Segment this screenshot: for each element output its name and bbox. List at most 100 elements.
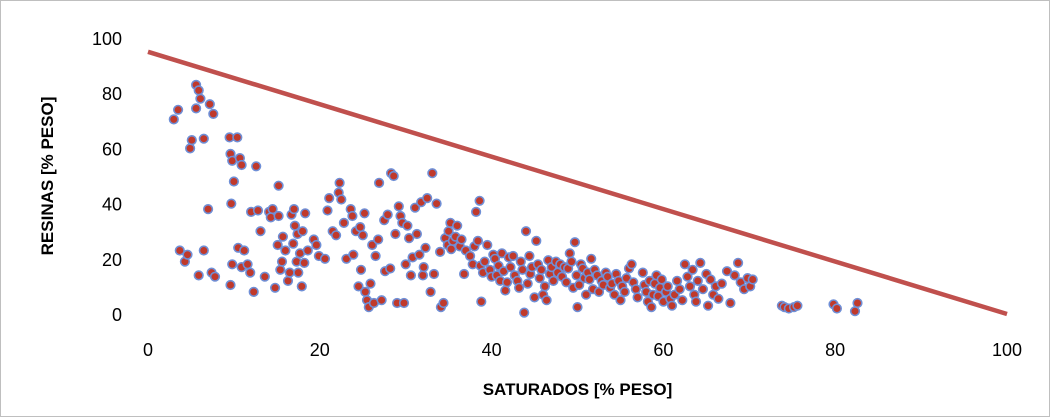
scatter-point [431,198,442,209]
scatter-point [692,275,703,287]
scatter-point [572,302,583,313]
scatter-point [225,279,236,291]
scatter-point [232,132,243,143]
scatter-point [609,289,620,300]
scatter-point [259,271,270,282]
y-tick-label: 20 [102,250,122,270]
y-tick-label: 60 [102,139,122,159]
scatter-point [531,235,542,246]
scatter-point [632,292,643,303]
scatter-point [373,234,384,245]
scatter-point [420,242,431,253]
scatter-point [539,281,551,292]
scatter-point [239,245,250,256]
scatter-point [713,293,724,304]
scatter-point [566,256,577,267]
x-tick-label: 80 [825,340,845,360]
scatter-point [682,271,693,282]
scatter-point [656,274,667,285]
scatter-point [227,259,238,270]
scatter-point [471,206,482,217]
scatter-point [705,274,716,285]
scatter-point [288,204,300,215]
scatter-point [474,195,485,206]
scatter-point [275,264,286,275]
scatter-point [505,262,516,273]
scatter-point [534,273,545,284]
scatter-point [619,286,630,298]
scatter-point [482,239,493,251]
scatter-point [353,281,364,292]
scatter-point [390,228,401,240]
scatter-point [185,143,196,154]
scatter-point [584,274,595,285]
y-tick-label: 80 [102,84,122,104]
scatter-point [398,297,410,309]
scatter-point [465,250,476,262]
scatter-point [684,281,696,292]
scatter-point [385,263,396,274]
scatter-point [198,133,209,144]
scatter-point [348,249,359,260]
scatter-point [569,237,581,248]
scatter-point [365,278,376,289]
scatter-point [476,296,487,307]
scatter-point [428,268,440,280]
scatter-point [289,220,301,231]
scatter-point [273,210,284,222]
scatter-point [677,295,688,306]
scatter-point [472,235,484,246]
scatter-point [536,264,547,275]
scatter-point [716,278,727,289]
scatter-point [687,264,698,275]
scatter-point [666,300,678,311]
scatter-point [695,257,706,269]
scatter-point [319,253,331,264]
scatter-point [191,103,202,114]
scatter-point [173,104,184,115]
scatter-point [662,281,673,292]
scatter-point [500,285,511,296]
scatter-point [251,161,262,172]
y-tick-label: 100 [92,29,122,49]
scatter-point [690,296,702,307]
scatter-point [388,170,399,182]
scatter-point [831,303,843,314]
scatter-point [226,198,237,209]
scatter-point [524,250,535,262]
ticks-layer: 0 20 40 60 80 100 0 20 40 60 80 100 [92,29,1022,360]
scatter-point [376,295,387,306]
scatter-point [255,226,266,237]
scatter-point [174,245,185,256]
scatter-point [293,267,304,278]
scatter-point [405,270,417,281]
scatter-point [370,250,381,262]
scatter-point [195,93,206,104]
x-tick-label: 0 [143,340,153,360]
scatter-point [515,256,526,267]
y-tick-label: 0 [112,305,122,325]
scatter-point [414,249,425,260]
scatter-point [452,220,463,231]
scatter-point [299,257,310,269]
scatter-point [507,250,519,262]
marks-layer [147,49,1008,318]
scatter-point [338,217,350,228]
scatter-point [186,135,197,146]
scatter-point [236,159,247,171]
scatter-point [697,284,709,295]
scatter-point [502,277,513,288]
scatter-point [402,220,413,231]
scatter-point [355,264,367,275]
scatter-point [276,256,288,267]
scatter-point [360,286,371,298]
scatter-point [242,259,253,270]
x-tick-label: 40 [482,340,502,360]
scatter-point [849,306,861,317]
scatter-point [203,204,214,215]
y-tick-label: 40 [102,195,122,215]
scatter-point [517,264,528,275]
x-tick-label: 20 [310,340,330,360]
scatter-point [282,275,294,287]
